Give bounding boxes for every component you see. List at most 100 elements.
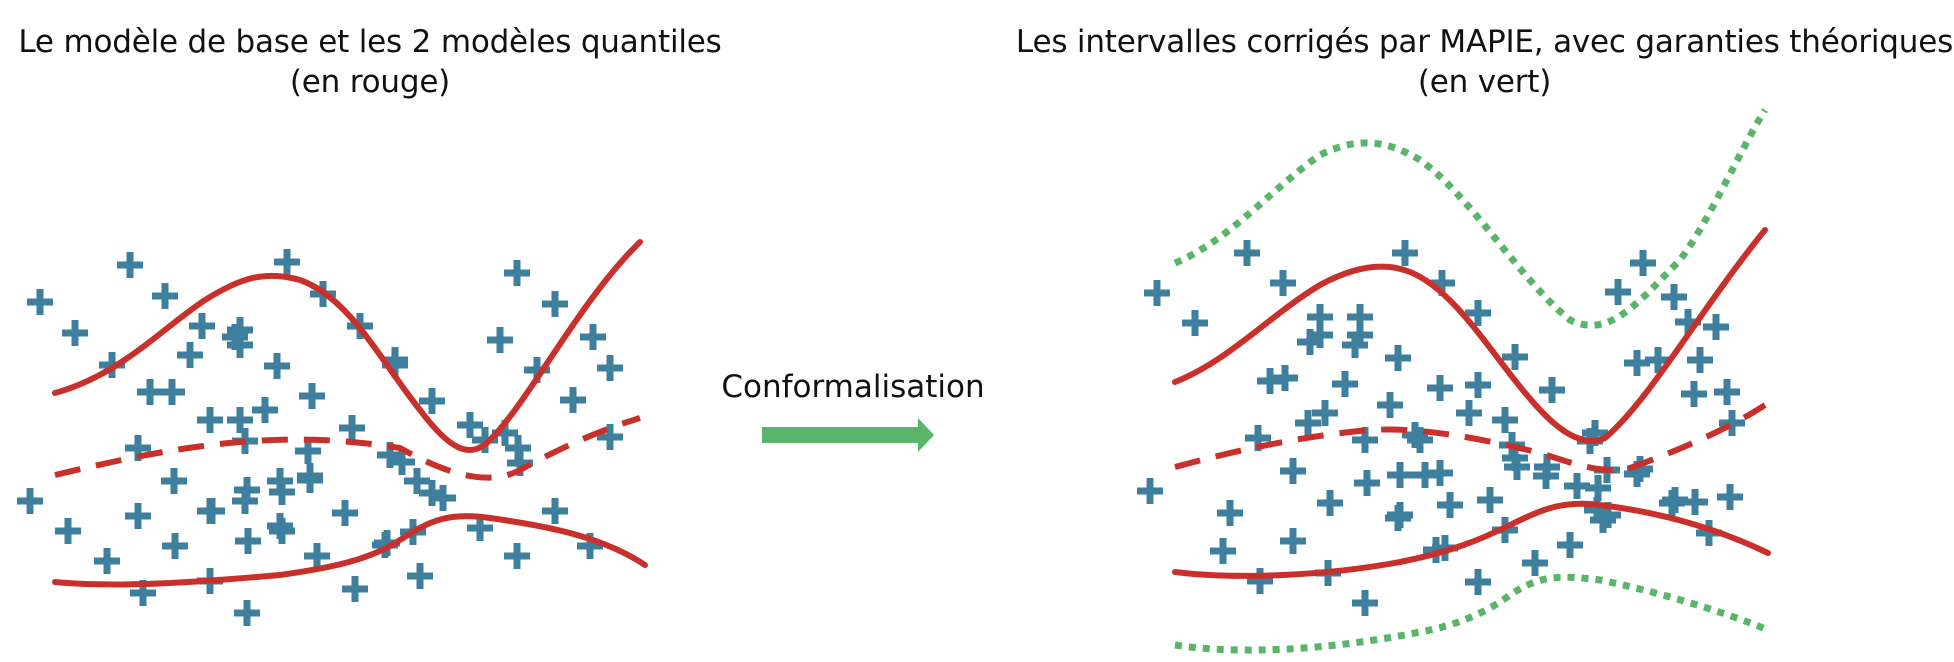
left-data-point [55, 518, 81, 544]
left-data-point [372, 532, 398, 558]
right-panel [1137, 108, 1771, 654]
left-data-point [504, 260, 530, 286]
right-data-point [1427, 460, 1453, 486]
left-data-point [227, 407, 253, 433]
left-data-point [472, 427, 498, 453]
right-data-point [1645, 347, 1671, 373]
right-data-point [1659, 490, 1685, 516]
left-base-model-curve [54, 415, 641, 481]
left-data-point [297, 463, 323, 489]
right-data-point [1703, 314, 1729, 340]
right-data-point [1564, 473, 1590, 499]
left-data-point [162, 533, 188, 559]
left-data-point [227, 332, 253, 358]
right-data-point [1234, 240, 1260, 266]
left-data-point [62, 320, 88, 346]
left-data-point [487, 327, 513, 353]
left-data-point [197, 498, 223, 524]
right-data-point [1342, 332, 1368, 358]
left-data-point [457, 412, 483, 438]
left-data-point [382, 352, 408, 378]
left-data-point [542, 498, 568, 524]
left-upper-quantile-curve [52, 239, 643, 453]
right-data-point [1317, 490, 1343, 516]
right-data-point [1412, 462, 1438, 488]
right-data-point [1182, 310, 1208, 336]
right-data-point [1137, 478, 1163, 504]
left-panel [17, 239, 648, 626]
right-data-point [1352, 590, 1378, 616]
right-data-point [1385, 345, 1411, 371]
right-title-line2: (en vert) [1417, 64, 1552, 100]
right-data-point [1590, 507, 1616, 533]
left-data-point [419, 480, 445, 506]
left-data-point [560, 387, 586, 413]
left-data-point [17, 488, 43, 514]
left-data-point [159, 379, 185, 405]
right-data-point [1605, 279, 1631, 305]
right-title-line1: Les intervalles corrigés par MAPIE, avec… [1015, 24, 1954, 60]
left-data-point [339, 415, 365, 441]
right-data-point [1312, 400, 1338, 426]
left-data-point [252, 397, 278, 423]
right-data-point [1661, 284, 1687, 310]
right-lower-quantile-curve [1172, 500, 1771, 579]
right-data-point [1280, 528, 1306, 554]
right-data-point [1687, 347, 1713, 373]
left-data-point [227, 317, 253, 343]
left-data-point [197, 407, 223, 433]
left-data-point [542, 291, 568, 317]
left-data-point [342, 576, 368, 602]
left-title-line1: Le modèle de base et les 2 modèles quant… [18, 24, 722, 60]
left-title-line2: (en rouge) [289, 64, 451, 100]
left-data-point [125, 503, 151, 529]
right-data-point [1407, 427, 1433, 453]
left-data-point [235, 528, 261, 554]
left-data-point [117, 252, 143, 278]
right-data-point [1332, 371, 1358, 397]
right-data-point [1347, 322, 1373, 348]
left-data-point [269, 479, 295, 505]
right-data-point [1245, 425, 1271, 451]
right-data-point [1392, 240, 1418, 266]
right-data-point [1533, 463, 1559, 489]
left-data-point [419, 388, 445, 414]
left-data-point [130, 580, 156, 606]
right-upper-quantile-curve [1172, 227, 1768, 444]
left-data-point [177, 342, 203, 368]
right-data-points [1137, 240, 1745, 616]
left-data-point [274, 249, 300, 275]
right-data-point [1627, 456, 1653, 482]
right-data-point [1402, 422, 1428, 448]
right-data-point [1427, 375, 1453, 401]
right-data-point [1144, 280, 1170, 306]
right-data-point [1696, 520, 1722, 546]
right-data-point [1210, 538, 1236, 564]
right-upper-mapie-interval-curve [1173, 108, 1768, 329]
right-base-model-curve [1174, 402, 1767, 473]
right-panel-title: Les intervalles corrigés par MAPIE, avec… [1015, 22, 1954, 102]
left-data-point [580, 324, 606, 350]
right-data-point [1504, 454, 1530, 480]
right-data-point [1502, 344, 1528, 370]
left-data-point [332, 500, 358, 526]
left-data-point [404, 468, 430, 494]
left-data-point [27, 289, 53, 315]
left-data-point [430, 485, 456, 511]
right-data-point [1387, 462, 1413, 488]
right-data-point [1714, 379, 1740, 405]
left-data-point [222, 324, 248, 350]
left-data-point [407, 563, 433, 589]
left-data-point [232, 488, 258, 514]
right-data-point [1307, 322, 1333, 348]
right-data-point [1307, 304, 1333, 330]
left-data-point [507, 450, 533, 476]
conformalisation-arrow [762, 418, 934, 452]
right-data-point [1465, 300, 1491, 326]
right-data-point [1297, 329, 1323, 355]
right-lower-mapie-interval-curve [1174, 573, 1770, 654]
left-data-point [152, 283, 178, 309]
right-data-point [1295, 410, 1321, 436]
left-data-point [389, 449, 415, 475]
